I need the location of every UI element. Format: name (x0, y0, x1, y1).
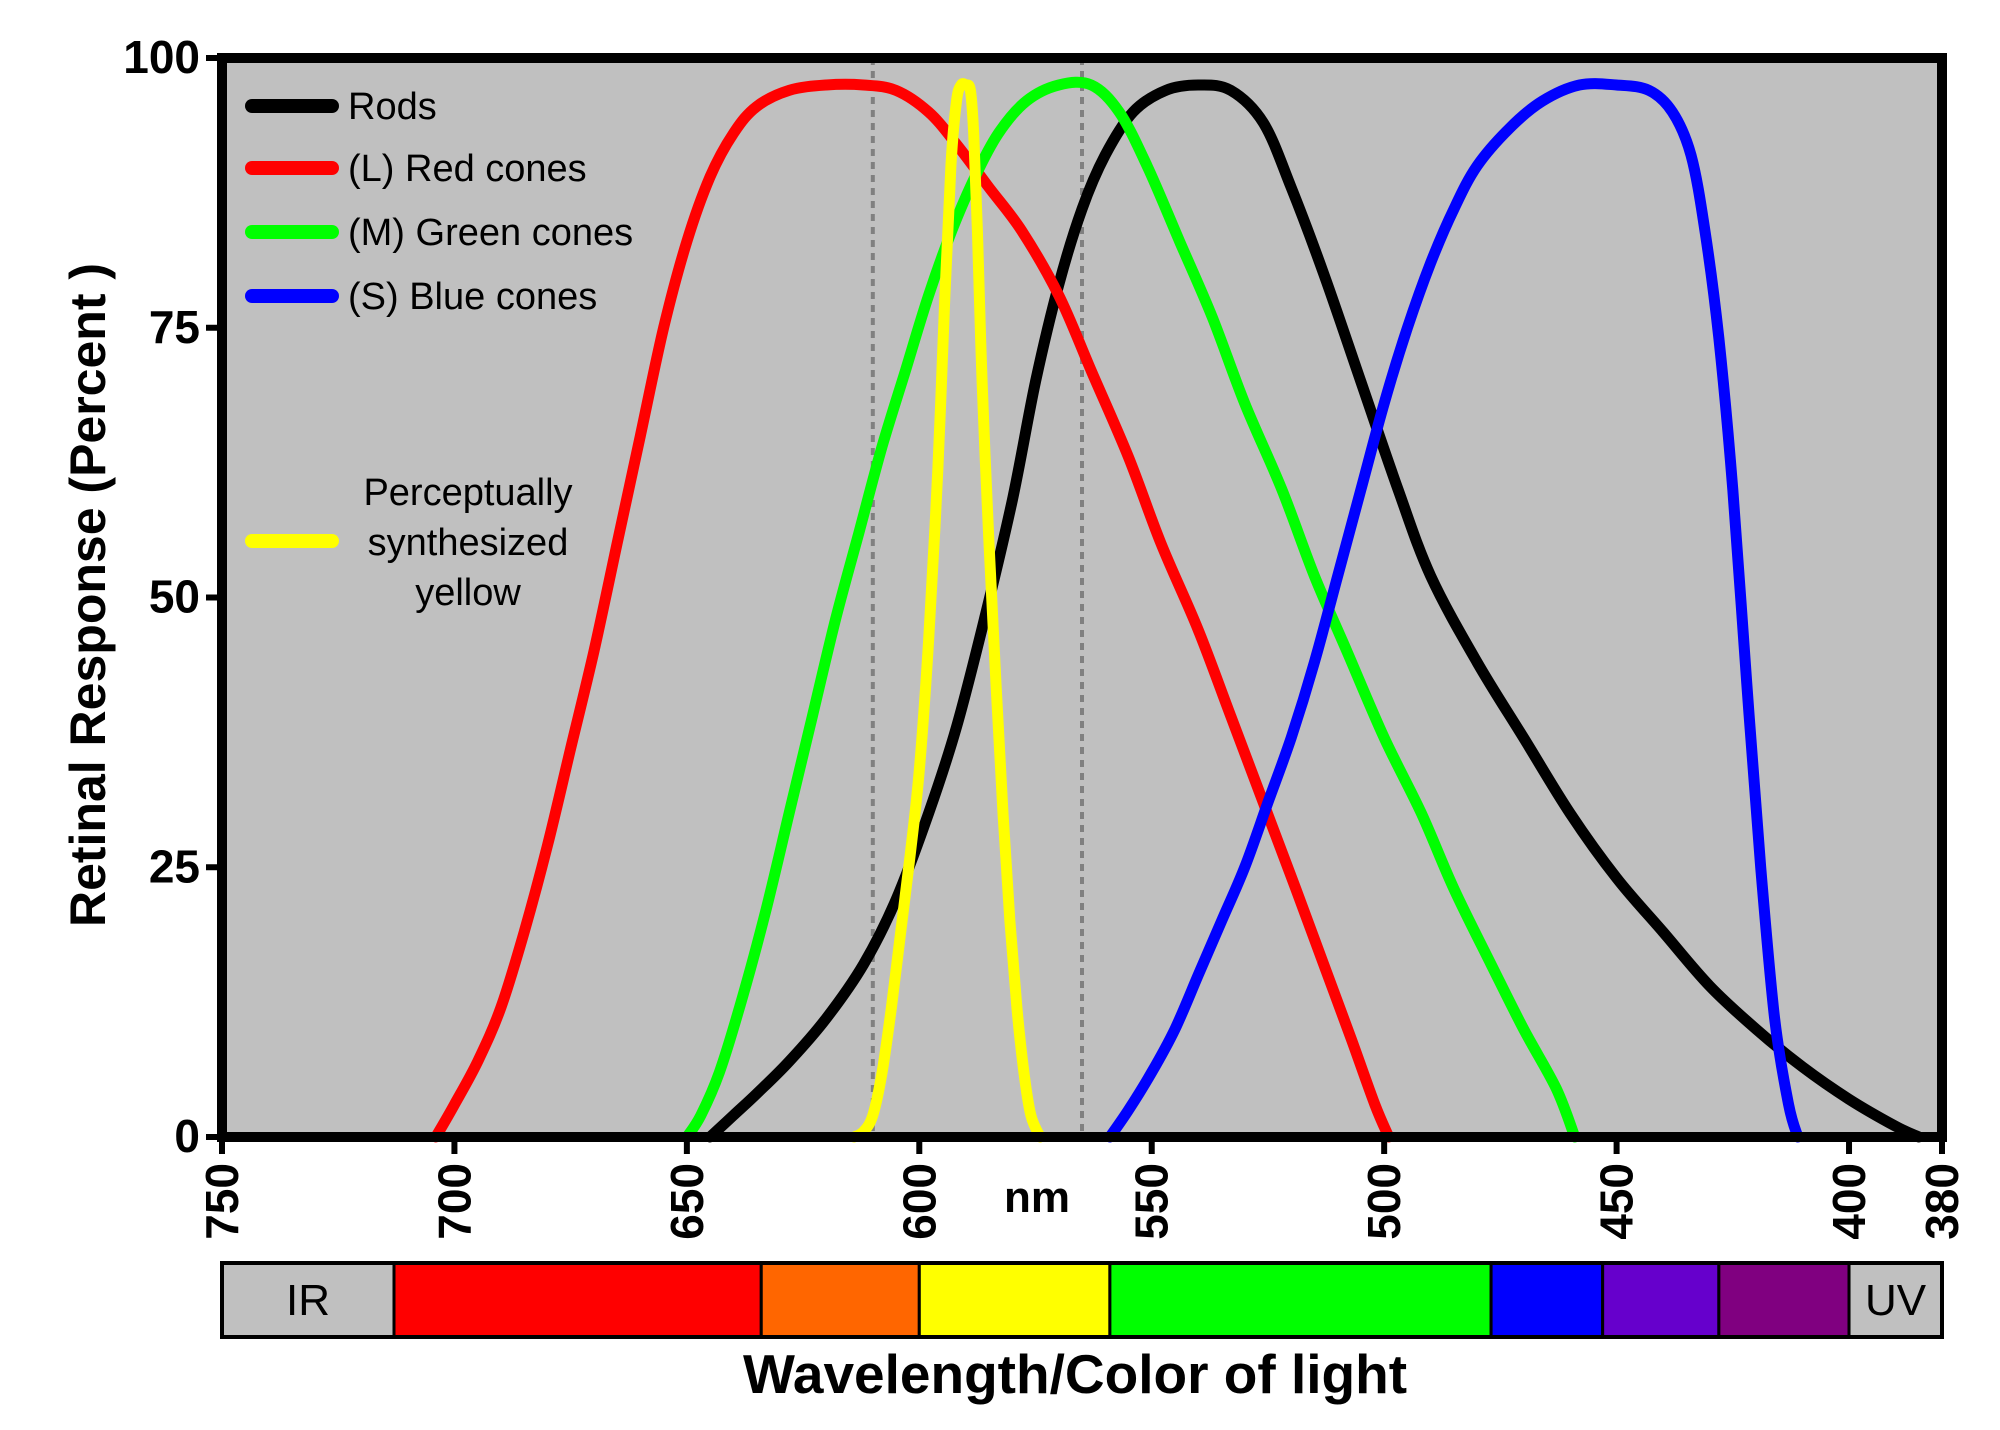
color-band-4 (917, 1261, 1112, 1339)
x-tick-label: 600 (893, 1163, 945, 1240)
color-band-label: UV (1865, 1276, 1927, 1325)
color-band-frame (220, 1261, 1944, 1339)
x-tick-label: 450 (1591, 1163, 1643, 1240)
x-tick-label: 700 (428, 1163, 480, 1240)
x-axis-title: Wavelength/Color of light (743, 1343, 1407, 1405)
color-band-7 (1601, 1261, 1721, 1339)
x-tick-label: 380 (1916, 1163, 1968, 1240)
legend-label: Rods (348, 86, 437, 128)
x-unit-label: nm (1004, 1173, 1070, 1222)
series-red-cones-line (430, 78, 1395, 1143)
y-tick-label: 0 (174, 1110, 200, 1162)
legend-yellow-label-line: Perceptually (363, 472, 572, 514)
color-band-3 (759, 1261, 921, 1339)
color-band-2 (392, 1261, 763, 1339)
y-tick-label: 75 (149, 301, 200, 353)
legend-label: (S) Blue cones (348, 276, 597, 318)
x-tick-label: 400 (1823, 1163, 1875, 1240)
color-band-8 (1717, 1261, 1851, 1339)
x-tick-label: 750 (196, 1163, 248, 1240)
legend-label: (M) Green cones (348, 212, 633, 254)
x-tick-label: 500 (1358, 1163, 1410, 1240)
series-yellow-line (848, 78, 1046, 1143)
y-tick-label: 100 (123, 31, 200, 83)
color-band-6 (1489, 1261, 1605, 1339)
color-band-label: IR (286, 1276, 330, 1325)
series-blue-cones-line (1104, 78, 1804, 1143)
legend-label: (L) Red cones (348, 148, 587, 190)
y-tick-label: 25 (149, 840, 200, 892)
legend-yellow-label-line: yellow (415, 572, 521, 614)
y-tick-label: 50 (149, 571, 200, 623)
y-axis-title: Retinal Response (Percent ) (60, 263, 116, 927)
x-tick-label: 650 (661, 1163, 713, 1240)
x-tick-label: 550 (1126, 1163, 1178, 1240)
series-green-cones-line (681, 76, 1581, 1143)
color-band-5 (1108, 1261, 1493, 1339)
legend-yellow-label-line: synthesized (368, 522, 569, 564)
